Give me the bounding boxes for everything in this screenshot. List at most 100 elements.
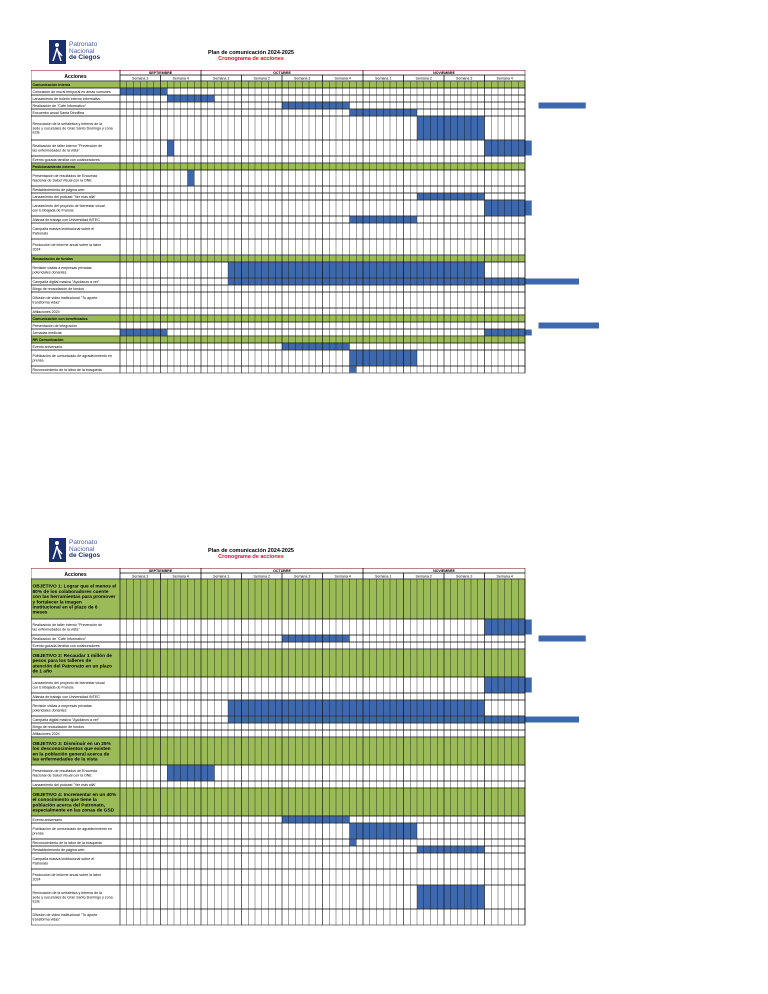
week-label: Semana 3 [294,574,310,578]
action-row: Difusión de video institucional "Tu apor… [31,908,526,926]
band-fill [31,578,526,620]
week-label: Semana 3 [132,76,148,80]
action-row: Renovación de la señalética y letreros d… [31,115,526,141]
action-row: Bingo de recaudación de fondos [31,284,526,293]
row-label: Evento aniversario [33,345,63,349]
action-row: Alianza de trabajo con Universidad INTEC [31,692,526,701]
action-row: Campaña masiva institucional sobre el Pat… [31,222,526,240]
action-row: Evento gozada familiar con colaboradores [31,155,526,164]
row-label: Comunicación con beneficiados [33,317,88,321]
action-row: Difusión de video institucional "Tu apor… [31,291,526,309]
org-name-line-3: de Ciegos [69,552,101,559]
action-row: Afiliaciones 2024 [31,307,526,316]
section-row: Posicionamiento externo [31,162,526,171]
row-label: Lanzamiento del proyecto de bienestar vi… [33,681,105,689]
action-row: Afiliaciones 2024 [31,729,526,738]
org-logo: Patronato Nacional de Ciegos [49,538,129,564]
action-row: Evento aniversario [31,815,526,824]
section-row: Comunicación con beneficiados [31,314,526,323]
schedule-bar [538,322,599,329]
org-name-line-2: Nacional [69,47,95,55]
week-label: Semana 3 [294,76,310,80]
row-label: Reconocimiento de la labor de la búsqued… [33,368,102,372]
row-label: Jornadas médicas [33,331,62,335]
schedule-bar [538,102,586,109]
walking-person-icon [49,40,66,64]
row-label: Producción de informe anual sobre la lab… [33,243,102,251]
action-row: Lanzamiento del podcast "Ver más allá" [31,192,526,201]
row-label: Lanzamiento de boletín interno informati… [33,97,101,101]
row-label: Comunicación interna [33,83,72,87]
week-label: Semana 2 [416,76,432,80]
org-name: Patronato Nacional de Ciegos [69,41,100,62]
row-label: Campaña digital masiva "Ayúdanos a ver" [33,280,101,284]
actions-header: Acciones [64,74,86,80]
action-row: Realización de "Café Informativo" [31,101,586,110]
title-block: Plan de comunicación 2024-2025 Cronogram… [181,50,321,62]
schedule-bar [120,88,168,95]
objective-row: OBJETIVO 3: Disminuir en un 25% los desco… [31,736,526,766]
section-row: RR Comunicación [31,335,526,344]
org-logo: Patronato Nacional de Ciegos [49,40,129,66]
org-name: Patronato Nacional de Ciegos [69,539,101,560]
month-label: OCTUBRE [273,569,291,573]
row-label: Afiliaciones 2024 [33,310,60,314]
action-row: Renovación de la señalética y letreros d… [31,884,526,910]
schedule-bar [484,677,532,693]
row-label: OBJETIVO 1: Lograr que el menos el 80% de… [33,584,117,616]
org-name-line-2: Nacional [69,545,95,553]
row-label: Afiliaciones 2024 [33,732,60,736]
action-row: Colocación de mural temporal en áreas co… [31,87,526,96]
action-row: Bingo de recaudación de fondos [31,722,526,731]
row-label: Bingo de recaudación de fondos [33,287,85,291]
schedule-bar [349,366,357,373]
band-fill [31,787,526,817]
row-label: Campaña masiva institucional sobre el Pat… [33,227,95,235]
row-label: RR Comunicación [33,338,64,342]
week-label: Semana 4 [335,76,351,80]
schedule-bar [167,140,174,156]
row-label: Presentación de integración [33,324,78,328]
action-row: Presentación de resultados de Encuesta Na… [31,169,526,187]
action-row: Publicación de comunicado de agradecimie… [31,822,526,840]
row-label: Alianza de trabajo con Universidad INTEC [33,695,101,699]
schedule-bar [538,635,586,642]
week-label: Semana 4 [497,76,513,80]
row-label: Realización de "Café Informativo" [33,104,87,108]
schedule-bar [484,200,532,216]
action-row: Realización de taller interno "Prevenció… [31,139,532,157]
section-row: Comunicación interna [31,80,526,89]
week-label: Semana 4 [497,574,513,578]
action-row: Evento aniversario [31,342,526,351]
month-label: NOVIEMBRE [433,71,455,75]
row-label: Evento gozada familiar con colaboradores [33,158,100,162]
week-label: Semana 2 [254,76,270,80]
schedule-bar [484,329,532,336]
row-label: Bingo de recaudación de fondos [33,725,85,729]
action-row: Lanzamiento del proyecto de bienestar vi… [31,199,532,217]
row-label: Publicación de comunicado de agradecimie… [33,354,112,362]
week-label: Semana 3 [132,574,148,578]
schedule-bar [484,619,532,635]
action-row: Alianza de trabajo con Universidad INTEC [31,215,526,224]
action-row: Presentación de resultados de Encuesta Na… [31,764,526,782]
schedule-bar [484,140,532,156]
document-subtitle: Cronograma de acciones [218,56,284,62]
row-label: Presentación de resultados de Encuesta Na… [33,769,98,777]
week-label: Semana 1 [213,76,229,80]
schedule-bar [167,765,215,781]
action-row: Campaña masiva institucional sobre el Pat… [31,852,526,870]
row-label: Alianza de trabajo con Universidad INTEC [33,218,101,222]
month-label: OCTUBRE [273,71,291,75]
schedule-bar [349,839,357,846]
row-label: OBJETIVO 4: Incrementar en un 40% el cono… [33,792,117,814]
action-row: Restablecimiento de página web [31,185,526,194]
title-block: Plan de comunicación 2024-2025 Cronogram… [181,548,321,560]
actions-header: Acciones [64,572,86,578]
row-label: Producción de informe anual sobre la lab… [33,873,102,881]
action-row: Producción de informe anual sobre la lab… [31,868,526,886]
week-label: Semana 3 [456,76,472,80]
objective-row: OBJETIVO 2: Recaudar 1 millón de pesos pa… [31,648,526,678]
row-label: Revisión visitas a empresas privadas pote… [33,704,92,712]
